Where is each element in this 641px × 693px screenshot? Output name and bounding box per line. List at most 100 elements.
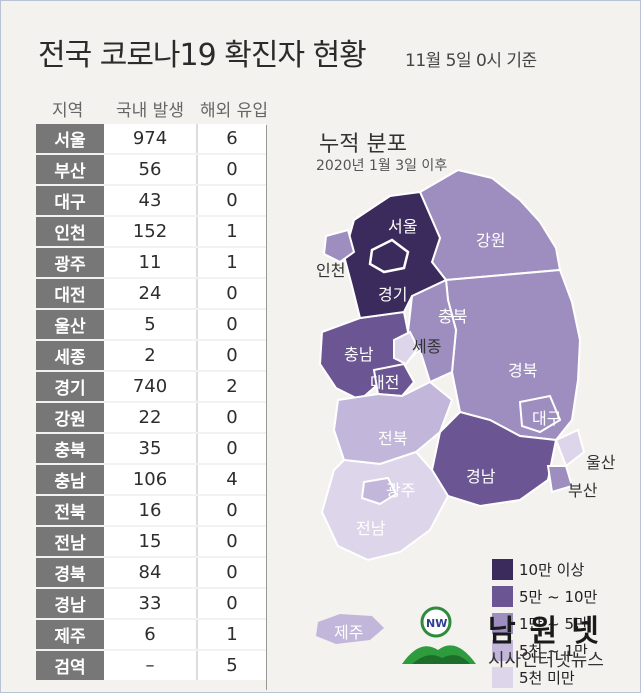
region-cell: 검역 <box>36 650 104 682</box>
table-row: 경남 33 0 <box>36 588 266 620</box>
domestic-cell: 22 <box>104 402 197 434</box>
table-row: 대전 24 0 <box>36 278 266 310</box>
map-label-daegu: 대구 <box>532 409 561 428</box>
overseas-cell: 6 <box>196 124 266 155</box>
table-row: 충남 106 4 <box>36 464 266 496</box>
overseas-cell: 1 <box>196 216 266 248</box>
map-label-gwangju: 광주 <box>386 481 415 500</box>
map-label-daejeon: 대전 <box>370 373 399 392</box>
region-cell: 충남 <box>36 464 104 496</box>
map-label-gangwon: 강원 <box>476 231 505 250</box>
table-row: 전북 16 0 <box>36 495 266 527</box>
table-row: 부산 56 0 <box>36 154 266 186</box>
overseas-cell: 2 <box>196 371 266 403</box>
map-label-ulsan: 울산 <box>586 453 616 472</box>
table-row: 광주 11 1 <box>36 247 266 279</box>
nwnet-logo-icon: NW <box>402 606 476 664</box>
map-label-jeonnam: 전남 <box>356 519 386 538</box>
map-label-busan: 부산 <box>568 481 598 500</box>
overseas-cell: 1 <box>196 619 266 651</box>
domestic-cell: 11 <box>104 247 197 279</box>
legend-label: 10만 이상 <box>519 561 585 579</box>
region-seoul <box>368 238 410 274</box>
stats-table: 서울 974 6 부산 56 0 대구 43 0 인천 152 1 광주 11 1 대전 24 0 울산 5 0 세종 2 0… <box>36 124 266 682</box>
domestic-cell: 2 <box>104 340 197 372</box>
map-label-sejong: 세종 <box>412 337 441 356</box>
overseas-cell: 0 <box>196 557 266 589</box>
map-subtitle: 2020년 1월 3일 이후 <box>316 158 448 174</box>
table-row: 검역 –5 <box>36 650 266 682</box>
header-domestic: 국내 발생 <box>116 101 184 121</box>
domestic-cell: 33 <box>104 588 197 620</box>
region-cell: 세종 <box>36 340 104 372</box>
region-cell: 대구 <box>36 185 104 217</box>
brand-tagline: 시사인터넷뉴스 <box>488 650 604 671</box>
region-jeonnam <box>320 450 450 562</box>
legend-item: 5천 미만 <box>492 664 597 691</box>
domestic-cell: 56 <box>104 154 197 186</box>
region-cell: 경남 <box>36 588 104 620</box>
map-title: 누적 분포 <box>319 132 407 157</box>
legend-swatch <box>492 613 513 634</box>
region-cell: 충북 <box>36 433 104 465</box>
region-busan <box>546 465 574 494</box>
domestic-cell: 106 <box>104 464 197 496</box>
legend-item: 5천 ~ 1만 <box>492 637 597 664</box>
domestic-cell: 5 <box>104 309 197 341</box>
region-incheon <box>322 228 356 264</box>
region-jeju <box>316 614 384 644</box>
logo-icon-text: NW <box>426 617 447 630</box>
region-gwangju <box>360 476 398 506</box>
overseas-cell: 0 <box>196 340 266 372</box>
legend-label: 1만 ~ 5만 <box>519 615 588 633</box>
region-cell: 서울 <box>36 124 104 155</box>
overseas-cell: 0 <box>196 495 266 527</box>
region-cell: 울산 <box>36 309 104 341</box>
table-row: 세종 2 0 <box>36 340 266 372</box>
legend-item: 10만 이상 <box>492 556 597 583</box>
domestic-cell: 6 <box>104 619 197 651</box>
table-row: 충북 35 0 <box>36 433 266 465</box>
legend-swatch <box>492 586 513 607</box>
region-cell: 전남 <box>36 526 104 558</box>
map-label-jeju: 제주 <box>334 623 363 642</box>
domestic-cell: 16 <box>104 495 197 527</box>
domestic-cell: 43 <box>104 185 197 217</box>
map-label-gyeonggi: 경기 <box>378 285 407 304</box>
table-row: 대구 43 0 <box>36 185 266 217</box>
overseas-cell: 0 <box>196 433 266 465</box>
header-region: 지역 <box>52 101 84 121</box>
region-cell: 인천 <box>36 216 104 248</box>
map-label-chungnam: 충남 <box>344 345 374 364</box>
overseas-cell: 0 <box>196 278 266 310</box>
region-cell: 광주 <box>36 247 104 279</box>
overseas-cell: 0 <box>196 526 266 558</box>
domestic-cell: 974 <box>104 124 197 155</box>
domestic-cell: 84 <box>104 557 197 589</box>
domestic-cell: 740 <box>104 371 197 403</box>
map-label-incheon: 인천 <box>316 261 345 280</box>
page-title: 전국 코로나19 확진자 현황 <box>38 38 367 73</box>
map-label-chungbuk: 충북 <box>438 307 467 326</box>
domestic-cell: 152 <box>104 216 197 248</box>
map-legend: 10만 이상 5만 ~ 10만 1만 ~ 5만 5천 ~ 1만 5천 미만 <box>492 556 597 691</box>
table-row: 인천 152 1 <box>36 216 266 248</box>
overseas-cell: 0 <box>196 309 266 341</box>
legend-label: 5천 ~ 1만 <box>519 642 588 660</box>
table-row: 제주 6 1 <box>36 619 266 651</box>
legend-swatch <box>492 667 513 688</box>
region-cell: 대전 <box>36 278 104 310</box>
region-ulsan <box>554 428 586 468</box>
region-daejeon <box>372 362 416 398</box>
map-label-gyeongnam: 경남 <box>466 467 496 486</box>
region-cell: 경북 <box>36 557 104 589</box>
table-row: 경북 84 0 <box>36 557 266 589</box>
overseas-cell: 5 <box>196 650 266 682</box>
domestic-cell: 15 <box>104 526 197 558</box>
domestic-cell: – <box>104 650 197 682</box>
overseas-cell: 0 <box>196 154 266 186</box>
table-row: 서울 974 6 <box>36 124 266 155</box>
legend-item: 5만 ~ 10만 <box>492 583 597 610</box>
header-overseas: 해외 유입 <box>200 101 268 121</box>
